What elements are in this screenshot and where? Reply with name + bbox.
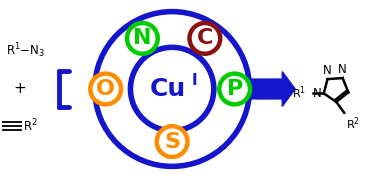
Text: N: N [338, 63, 347, 76]
Circle shape [157, 126, 187, 157]
Text: P: P [226, 79, 243, 99]
Circle shape [189, 23, 220, 54]
Text: O: O [96, 79, 115, 99]
Text: R$^2$: R$^2$ [23, 117, 38, 134]
Text: R$^1$$-$N$_3$: R$^1$$-$N$_3$ [6, 41, 46, 60]
Text: C: C [197, 28, 213, 48]
Text: R$^1$: R$^1$ [292, 84, 306, 101]
Text: Cu: Cu [150, 77, 186, 101]
Polygon shape [251, 72, 295, 106]
Circle shape [90, 74, 121, 104]
Text: +: + [13, 82, 26, 96]
Text: N: N [133, 28, 152, 48]
Text: N: N [313, 87, 322, 100]
Text: I: I [191, 73, 197, 88]
Text: N: N [323, 64, 332, 77]
Circle shape [219, 74, 250, 104]
Text: S: S [164, 132, 180, 152]
Text: R$^2$: R$^2$ [346, 116, 360, 132]
Circle shape [127, 23, 158, 54]
